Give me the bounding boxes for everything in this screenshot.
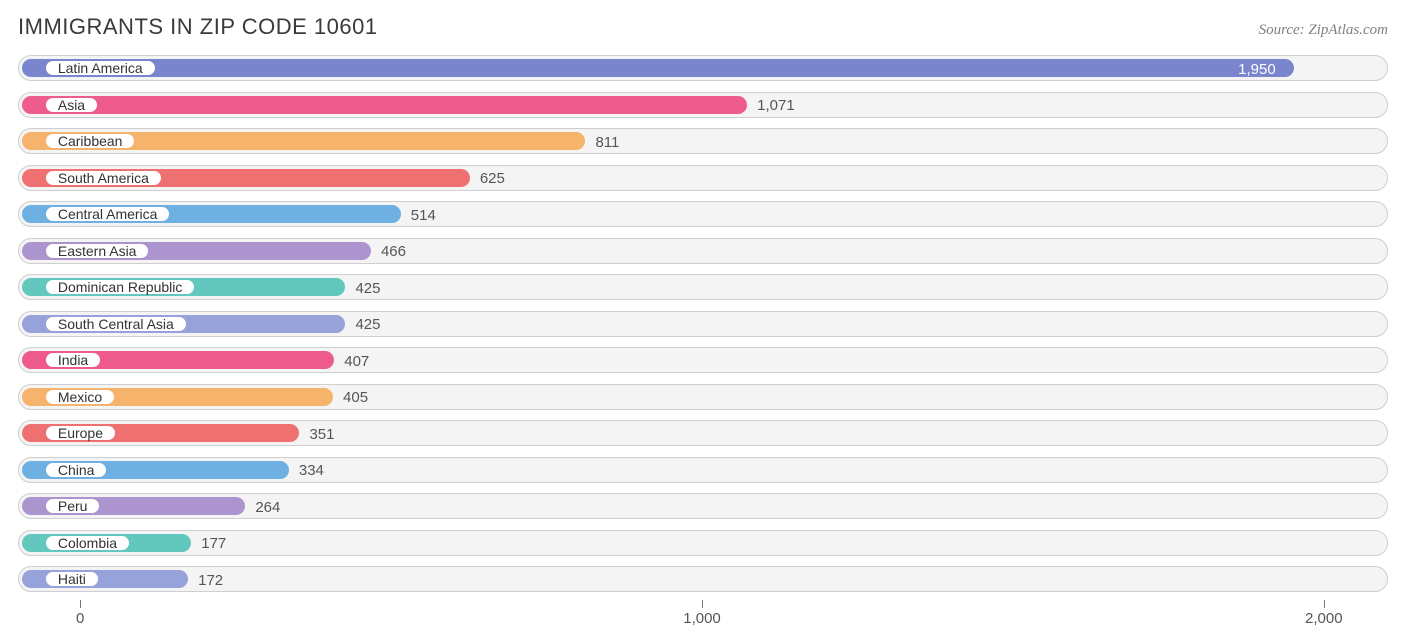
bar-label-pill: Mexico (44, 388, 116, 406)
bar-label: Haiti (58, 572, 86, 586)
bar-label-pill: Peru (44, 497, 102, 515)
axis-tick-label: 2,000 (1305, 610, 1343, 627)
bar-row: 177 Colombia (18, 525, 1388, 562)
bar-label: Mexico (58, 390, 102, 404)
bar-value: 425 (345, 275, 380, 301)
bar-value: 351 (299, 421, 334, 447)
bar-label: Colombia (58, 536, 117, 550)
bar-row: 334 China (18, 452, 1388, 489)
bar-label-pill: South Central Asia (44, 315, 188, 333)
chart-title: IMMIGRANTS IN ZIP CODE 10601 (18, 14, 378, 40)
chart-container: IMMIGRANTS IN ZIP CODE 10601 Source: Zip… (0, 0, 1406, 643)
bar-label-pill: Caribbean (44, 132, 137, 150)
bar-value: 264 (245, 494, 280, 520)
chart-header: IMMIGRANTS IN ZIP CODE 10601 Source: Zip… (18, 14, 1388, 40)
bar-label: China (58, 463, 95, 477)
bar-row: 1,071 Asia (18, 87, 1388, 124)
bar-label-pill: Latin America (44, 59, 157, 77)
bar-label-pill: South America (44, 169, 163, 187)
bar-value: 172 (188, 567, 223, 593)
bar-track: 1,071 Asia (18, 92, 1388, 118)
bar-track: 172 Haiti (18, 566, 1388, 592)
bar-label: Dominican Republic (58, 280, 183, 294)
bar-label: South Central Asia (58, 317, 174, 331)
bar-row: 811 Caribbean (18, 123, 1388, 160)
bar-value: 1,950 (19, 56, 1290, 82)
bar-label: Europe (58, 426, 103, 440)
bar-label: Latin America (58, 61, 143, 75)
bar-label-pill: Europe (44, 424, 117, 442)
bar-label-pill: China (44, 461, 109, 479)
bar-label-pill: Dominican Republic (44, 278, 197, 296)
bar-label: Asia (58, 98, 85, 112)
bar-label-pill: Haiti (44, 570, 100, 588)
x-axis: 0 1,000 2,000 (18, 600, 1388, 630)
bar-value: 407 (334, 348, 369, 374)
bar-chart: 1,950Latin America 1,071 Asia 811 Caribbean 6… (18, 50, 1388, 598)
bar-row: 264 Peru (18, 488, 1388, 525)
bar-track: 177 Colombia (18, 530, 1388, 556)
bar-track: 334 China (18, 457, 1388, 483)
bar-track: 514 Central America (18, 201, 1388, 227)
bar-label-pill: Asia (44, 96, 99, 114)
bar-track: 625 South America (18, 165, 1388, 191)
bar-label: Central America (58, 207, 158, 221)
bar-value: 1,071 (747, 93, 795, 119)
axis-tick (80, 600, 81, 608)
bar-row: 407 India (18, 342, 1388, 379)
bar-fill (22, 96, 747, 114)
bar-value: 334 (289, 458, 324, 484)
bar-row: 425 South Central Asia (18, 306, 1388, 343)
bar-row: 514 Central America (18, 196, 1388, 233)
bar-row: 425 Dominican Republic (18, 269, 1388, 306)
bar-track: 405 Mexico (18, 384, 1388, 410)
bar-row: 1,950Latin America (18, 50, 1388, 87)
bar-value: 811 (585, 129, 619, 155)
bar-value: 425 (345, 312, 380, 338)
bar-label-pill: Eastern Asia (44, 242, 151, 260)
bar-track: 1,950Latin America (18, 55, 1388, 81)
axis-tick (1324, 600, 1325, 608)
bar-label: South America (58, 171, 149, 185)
bar-label-pill: India (44, 351, 102, 369)
bar-row: 172 Haiti (18, 561, 1388, 598)
bar-track: 351 Europe (18, 420, 1388, 446)
bar-label: Caribbean (58, 134, 123, 148)
bar-track: 466 Eastern Asia (18, 238, 1388, 264)
bar-value: 405 (333, 385, 368, 411)
bar-value: 514 (401, 202, 436, 228)
bar-track: 264 Peru (18, 493, 1388, 519)
bar-track: 811 Caribbean (18, 128, 1388, 154)
bar-value: 177 (191, 531, 226, 557)
bar-label: Eastern Asia (58, 244, 137, 258)
axis-tick-label: 1,000 (683, 610, 721, 627)
bar-label-pill: Colombia (44, 534, 131, 552)
bar-track: 425 South Central Asia (18, 311, 1388, 337)
bar-label: India (58, 353, 88, 367)
bar-row: 625 South America (18, 160, 1388, 197)
bar-row: 466 Eastern Asia (18, 233, 1388, 270)
bar-value: 466 (371, 239, 406, 265)
bar-row: 351 Europe (18, 415, 1388, 452)
bar-track: 425 Dominican Republic (18, 274, 1388, 300)
bar-label: Peru (58, 499, 88, 513)
axis-tick-label: 0 (76, 610, 84, 627)
bar-track: 407 India (18, 347, 1388, 373)
chart-source: Source: ZipAtlas.com (1259, 22, 1388, 39)
bar-label-pill: Central America (44, 205, 172, 223)
axis-tick (702, 600, 703, 608)
bar-value: 625 (470, 166, 505, 192)
bar-row: 405 Mexico (18, 379, 1388, 416)
